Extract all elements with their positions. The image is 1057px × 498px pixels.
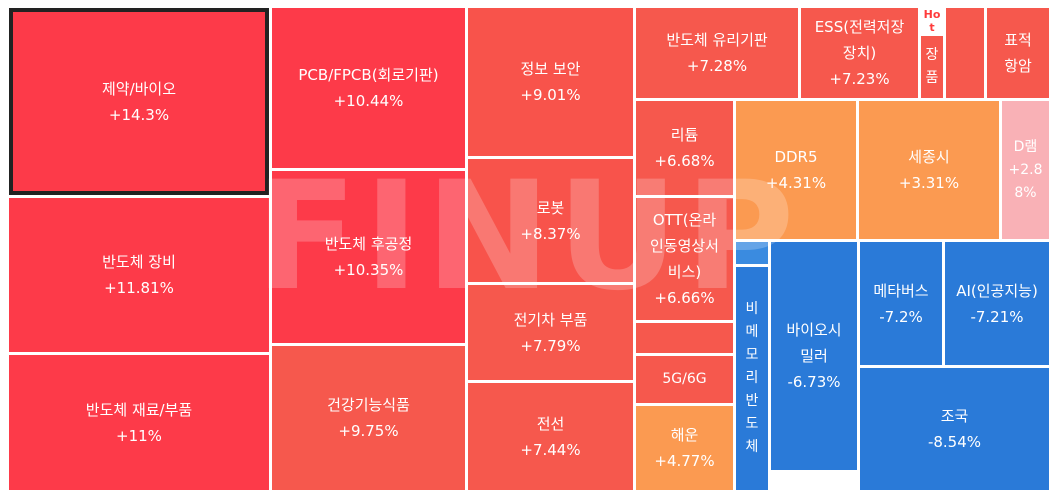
treemap-tile[interactable]: 정보 보안 +9.01% <box>468 8 633 156</box>
tile-change-percent: +14.3% <box>108 105 170 124</box>
treemap-tile[interactable]: 건강기능식품 +9.75% <box>272 346 465 490</box>
tile-change-percent: +6.66% <box>654 289 715 307</box>
tile-name: 리튬 <box>670 126 699 144</box>
tile-change-percent: +7.28% <box>686 57 748 75</box>
tile-change-percent: +7.44% <box>520 440 581 459</box>
tile-change-percent: -6.73% <box>787 373 841 391</box>
treemap-tile[interactable]: PCB/FPCB(회로기판) +10.44% <box>272 8 465 168</box>
treemap-tile[interactable]: 바이오시 밀러 -6.73% <box>771 242 857 470</box>
treemap-tile[interactable]: 반도체 유리기판 +7.28% <box>636 8 798 98</box>
treemap-tile[interactable]: 제약/바이오 +14.3% <box>9 8 269 195</box>
tile-name: 제약/바이오 <box>101 79 177 98</box>
tile-name: AI(인공지능) <box>956 281 1038 300</box>
treemap-tile[interactable] <box>946 8 984 98</box>
treemap-tile[interactable]: 세종시 +3.31% <box>859 101 999 239</box>
tile-change-percent: +10.44% <box>333 92 404 110</box>
treemap-tile[interactable]: 표적 항암 <box>987 8 1049 98</box>
tile-change-percent: +8.37% <box>520 224 581 243</box>
tile-name: 반도체 장비 <box>102 253 176 271</box>
tile-name: 세종시 <box>908 148 950 166</box>
treemap-tile[interactable]: 해운 +4.77% <box>636 406 733 490</box>
treemap-tile[interactable]: 5G/6G <box>636 356 733 403</box>
tile-name: DDR5 <box>774 148 818 166</box>
treemap-tile[interactable]: 반도체 재료/부품 +11% <box>9 355 269 490</box>
tile-name: ESS(전력저장 장치) <box>814 18 905 62</box>
tile-name: PCB/FPCB(회로기판) <box>298 66 439 84</box>
treemap-tile[interactable]: 전기차 부품 +7.79% <box>468 285 633 380</box>
tile-change-percent: +3.31% <box>898 174 960 192</box>
tile-name: 장품 <box>925 47 939 86</box>
treemap-tile[interactable]: ESS(전력저장 장치) +7.23% <box>801 8 918 98</box>
tile-name: 반도체 후공정 <box>324 235 413 253</box>
tile-change-percent: +11.81% <box>104 279 174 297</box>
tile-name: 건강기능식품 <box>327 396 410 414</box>
treemap-tile[interactable]: 비 메 모 리 반 도 체 <box>736 267 768 490</box>
tile-change-percent: +9.01% <box>520 86 581 104</box>
tile-name: D램 +2.8 8% <box>1008 138 1043 201</box>
treemap-tile[interactable]: 반도체 후공정 +10.35% <box>272 171 465 343</box>
treemap-tile[interactable]: DDR5 +4.31% <box>736 101 856 239</box>
tile-name: 바이오시 밀러 <box>786 321 842 365</box>
tile-change-percent: -8.54% <box>927 433 982 451</box>
tile-name: 전기차 부품 <box>513 310 588 329</box>
treemap-tile[interactable]: 반도체 장비 +11.81% <box>9 198 269 352</box>
tile-name: 메타버스 <box>873 281 929 300</box>
tile-name: 해운 <box>670 426 699 444</box>
tile-change-percent: -7.2% <box>879 307 923 326</box>
treemap-tile[interactable]: 로봇 +8.37% <box>468 159 633 282</box>
tile-name: 표적 항암 <box>1004 31 1032 75</box>
tile-change-percent: +11% <box>116 426 162 445</box>
tile-change-percent: -7.21% <box>970 307 1024 326</box>
tile-change-percent: +4.31% <box>765 174 827 192</box>
treemap-tile[interactable]: D램 +2.8 8% <box>1002 101 1049 239</box>
treemap-tile[interactable]: AI(인공지능) -7.21% <box>945 242 1049 365</box>
tile-change-percent: +9.75% <box>338 422 399 440</box>
tile-change-percent: +6.68% <box>654 152 715 170</box>
tile-name: OTT(온라 인동영상서 비스) <box>649 211 719 281</box>
tile-name: 5G/6G <box>662 371 707 387</box>
tile-name: 반도체 재료/부품 <box>85 400 193 419</box>
tile-name: 비 메 모 리 반 도 체 <box>745 301 759 455</box>
tile-name: 전선 <box>536 414 565 433</box>
treemap-tile[interactable] <box>736 242 768 264</box>
treemap-tile[interactable] <box>636 323 733 353</box>
tile-change-percent: +4.77% <box>654 452 715 470</box>
treemap-tile[interactable]: 메타버스 -7.2% <box>860 242 942 365</box>
treemap-tile[interactable]: 조국 -8.54% <box>860 368 1049 490</box>
tile-change-percent: +7.79% <box>520 336 581 355</box>
tile-name: 정보 보안 <box>520 60 581 78</box>
tile-change-percent: +7.23% <box>829 70 890 88</box>
tile-name: 로봇 <box>536 198 565 217</box>
treemap-tile[interactable]: OTT(온라 인동영상서 비스) +6.66% <box>636 198 733 320</box>
treemap-tile[interactable]: 리튬 +6.68% <box>636 101 733 195</box>
tile-name: 반도체 유리기판 <box>666 31 768 49</box>
tile-change-percent: +10.35% <box>333 261 404 279</box>
tile-name: 조국 <box>940 407 969 425</box>
hot-badge: Ho t <box>919 8 945 36</box>
treemap-tile[interactable]: 전선 +7.44% <box>468 383 633 490</box>
